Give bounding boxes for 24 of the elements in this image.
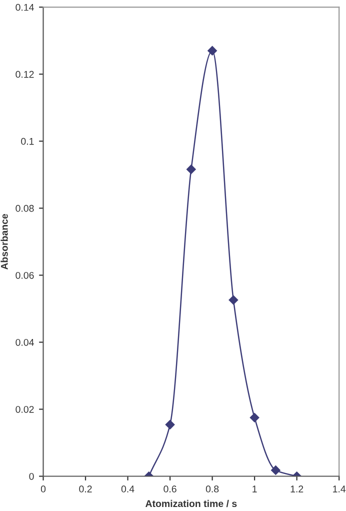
y-tick-label: 0.12 [16,70,34,78]
x-tick-label: 0.2 [79,486,92,492]
y-tick-label: 0 [29,472,34,480]
y-tick-label: 0.08 [16,204,34,212]
point [208,46,217,56]
x-tick-label: 0.6 [164,486,176,492]
y-tick-label: 0.1 [21,138,34,145]
point [186,164,196,174]
point [250,412,260,422]
y-tick-label: 0.14 [16,4,34,11]
x-tick-label: 1.4 [333,486,346,492]
x-tick-label: 1.2 [290,486,304,492]
x-tick-label: 1 [252,486,257,492]
x-tick-label: 0 [40,486,46,492]
point [165,420,175,430]
point [271,466,280,475]
y-tick-label: 0.06 [16,272,34,279]
y-tick-label: 0.04 [16,338,34,346]
y-tick-label: 0.02 [16,406,34,413]
point [228,295,238,305]
x-tick-label: 0.8 [206,486,219,492]
x-tick-label: 0.4 [121,486,134,492]
y-axis-title: Absorbance [0,214,8,270]
x-axis-title: Atomization time / s [145,500,237,508]
